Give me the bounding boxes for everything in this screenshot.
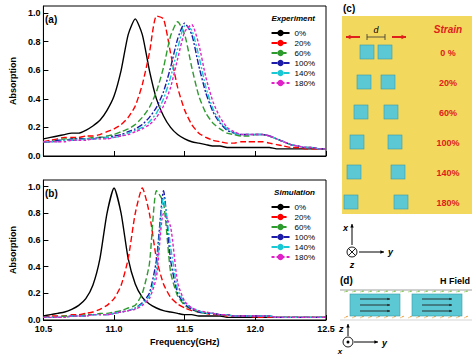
svg-text:Experiment: Experiment bbox=[271, 14, 315, 23]
svg-text:180%: 180% bbox=[295, 253, 315, 262]
svg-text:140%: 140% bbox=[295, 243, 315, 252]
svg-text:Strain: Strain bbox=[434, 24, 462, 35]
svg-text:x: x bbox=[342, 223, 349, 233]
svg-text:0.2: 0.2 bbox=[28, 288, 41, 298]
svg-text:(a): (a) bbox=[45, 14, 57, 25]
svg-text:Absorption: Absorption bbox=[8, 57, 18, 105]
svg-text:180%: 180% bbox=[295, 79, 315, 88]
svg-text:140%: 140% bbox=[295, 69, 315, 78]
svg-text:0.8: 0.8 bbox=[28, 208, 41, 218]
svg-text:100%: 100% bbox=[295, 59, 315, 68]
svg-text:60%: 60% bbox=[295, 223, 311, 232]
svg-text:0 %: 0 % bbox=[440, 48, 456, 58]
svg-text:100%: 100% bbox=[295, 233, 315, 242]
svg-text:Absorption: Absorption bbox=[8, 226, 18, 274]
svg-text:100%: 100% bbox=[436, 138, 459, 148]
svg-text:12.0: 12.0 bbox=[247, 324, 265, 334]
svg-text:Simulation: Simulation bbox=[274, 188, 315, 197]
svg-text:0.2: 0.2 bbox=[28, 122, 41, 132]
svg-text:11.5: 11.5 bbox=[176, 324, 193, 334]
svg-text:d: d bbox=[373, 25, 379, 35]
svg-text:y: y bbox=[387, 247, 394, 257]
svg-text:20%: 20% bbox=[295, 39, 311, 48]
svg-text:60%: 60% bbox=[439, 108, 457, 118]
svg-text:0.4: 0.4 bbox=[28, 94, 41, 104]
svg-text:(b): (b) bbox=[45, 188, 58, 199]
svg-text:12.5: 12.5 bbox=[317, 324, 335, 334]
svg-text:x: x bbox=[337, 347, 343, 355]
svg-text:140%: 140% bbox=[436, 168, 459, 178]
svg-text:z: z bbox=[338, 324, 344, 334]
svg-text:20%: 20% bbox=[439, 78, 457, 88]
svg-text:0.4: 0.4 bbox=[28, 262, 41, 272]
svg-text:11.0: 11.0 bbox=[106, 324, 123, 334]
svg-text:0%: 0% bbox=[295, 203, 307, 212]
svg-text:0.6: 0.6 bbox=[28, 65, 41, 75]
svg-text:1.0: 1.0 bbox=[28, 8, 41, 18]
svg-text:0.0: 0.0 bbox=[27, 315, 41, 325]
svg-text:0.8: 0.8 bbox=[28, 37, 41, 47]
svg-text:60%: 60% bbox=[295, 49, 311, 58]
svg-text:0.0: 0.0 bbox=[28, 151, 41, 161]
svg-text:0.6: 0.6 bbox=[28, 235, 41, 245]
svg-text:Frequency(GHz): Frequency(GHz) bbox=[150, 337, 220, 347]
svg-text:20%: 20% bbox=[295, 213, 311, 222]
svg-text:180%: 180% bbox=[436, 198, 459, 208]
svg-text:(d): (d) bbox=[340, 275, 353, 286]
svg-text:1.0: 1.0 bbox=[28, 182, 41, 192]
svg-text:y: y bbox=[381, 338, 388, 348]
svg-text:0%: 0% bbox=[295, 29, 307, 38]
svg-text:(c): (c) bbox=[343, 3, 355, 14]
svg-text:H Field: H Field bbox=[440, 276, 470, 286]
svg-text:10.5: 10.5 bbox=[35, 324, 53, 334]
svg-text:z: z bbox=[349, 260, 355, 270]
